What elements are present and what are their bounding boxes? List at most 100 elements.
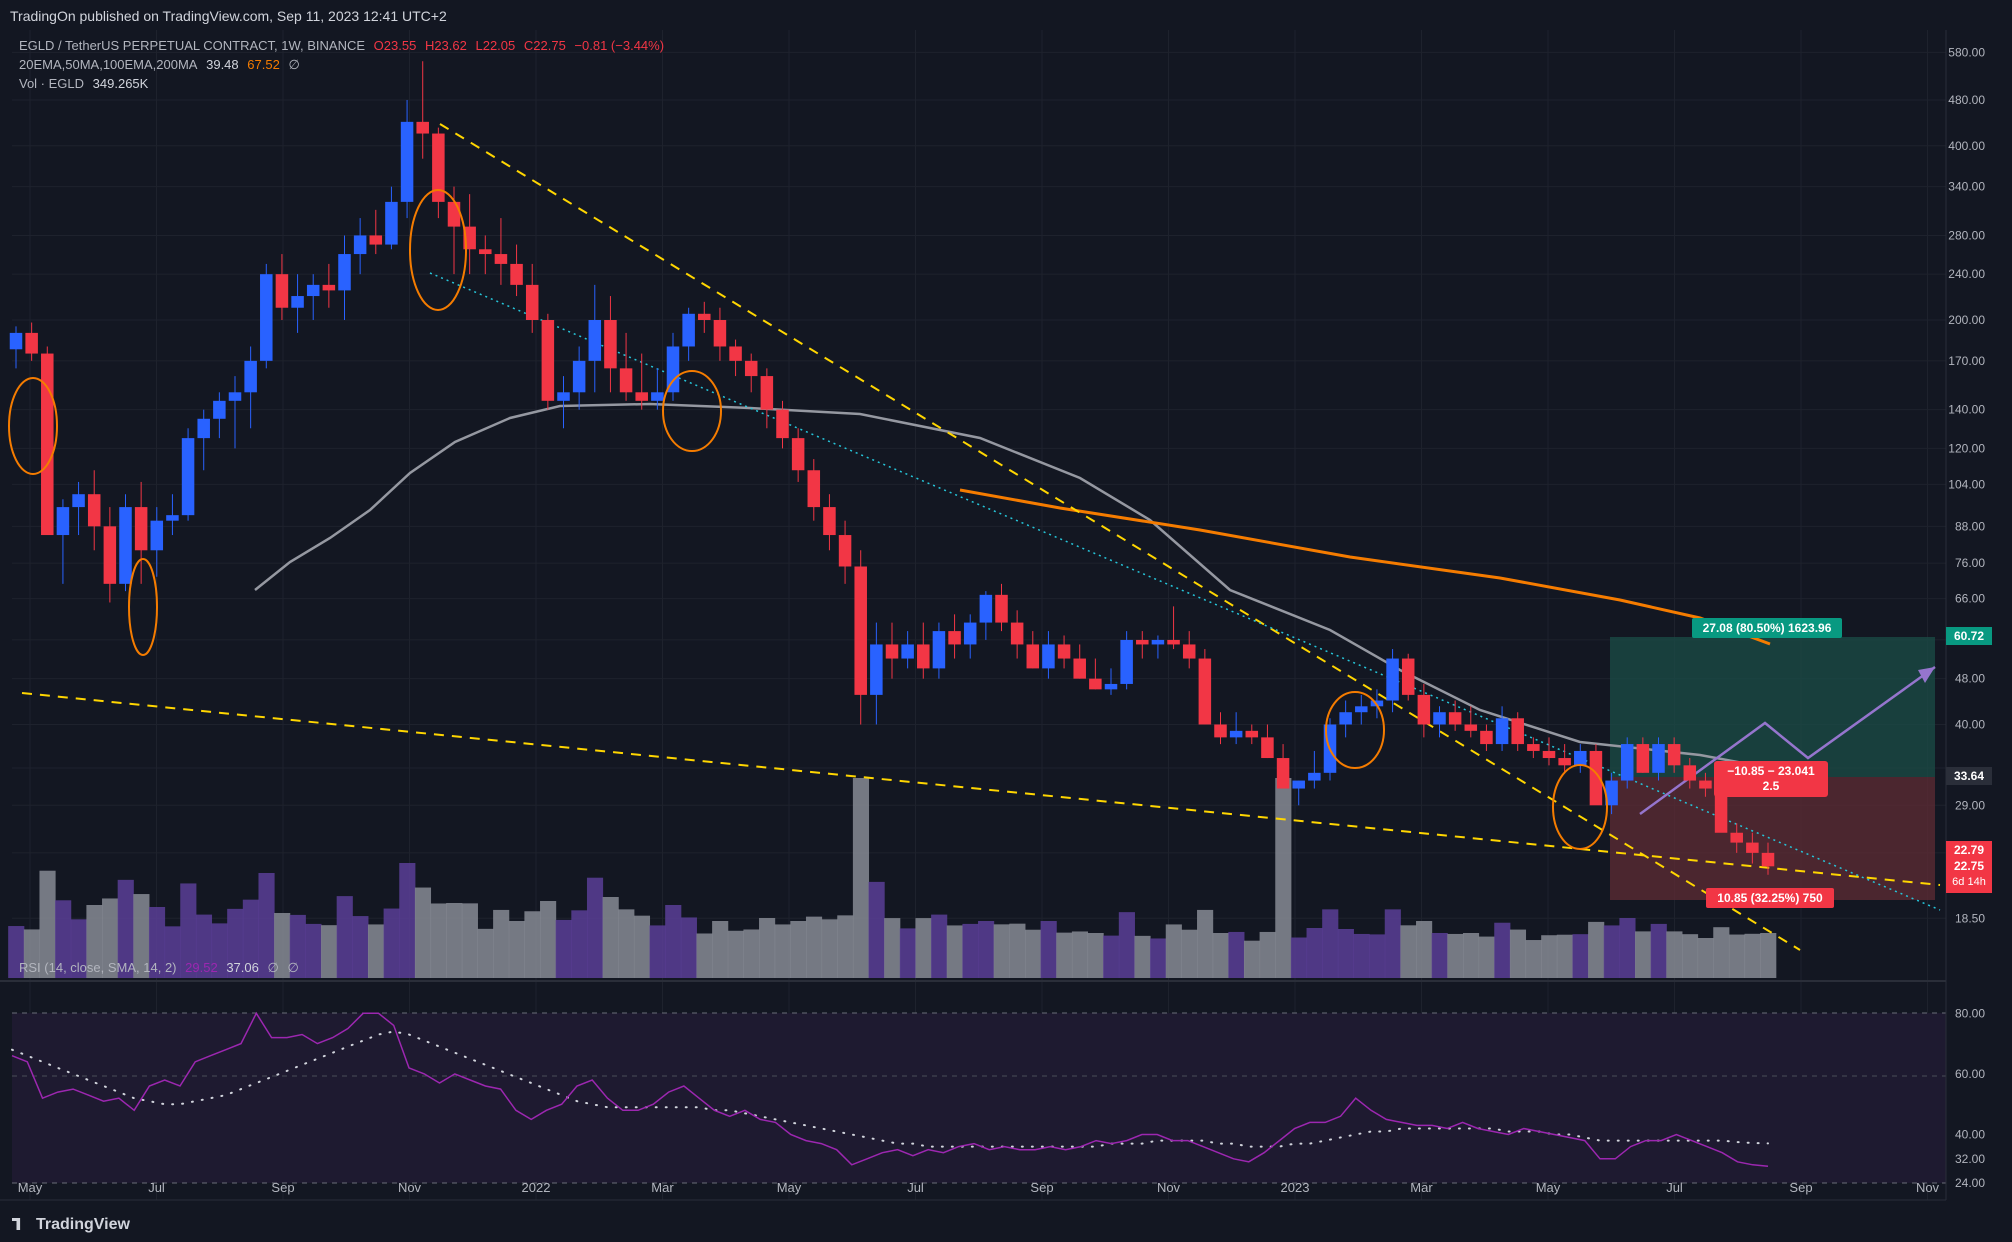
candle-body [1151, 639, 1165, 645]
price-legend[interactable]: EGLD / TetherUS PERPETUAL CONTRACT, 1W, … [19, 38, 669, 53]
entry-price-tag[interactable]: 33.64 [1946, 767, 1992, 785]
candle-body [932, 631, 946, 669]
highlight-ellipse[interactable] [662, 370, 722, 452]
rsi-line[interactable] [11, 1011, 1769, 1168]
candle [807, 459, 821, 521]
risk-label[interactable]: −10.85 − 23.041 2.5 [1714, 761, 1828, 797]
volume-bar [1087, 933, 1104, 978]
volume-legend[interactable]: Vol · EGLD 349.265K [19, 76, 153, 91]
target-price-tag[interactable]: 60.72 [1946, 627, 1992, 645]
volume-bar [1290, 937, 1308, 978]
candle [400, 99, 414, 219]
candle-body [1401, 658, 1415, 695]
rsi-legend[interactable]: RSI (14, close, SMA, 14, 2) 29.52 37.06 … [19, 960, 304, 976]
candle [1699, 772, 1712, 797]
candle [1401, 653, 1415, 701]
ma-50-line[interactable] [254, 402, 1771, 770]
volume-bar [1259, 931, 1276, 978]
candle [479, 235, 492, 275]
projection-path[interactable] [1639, 665, 1936, 816]
volume-bar [1040, 921, 1057, 978]
candle [338, 235, 351, 320]
candle-body [291, 296, 304, 308]
candle [1417, 683, 1431, 738]
highlight-ellipse[interactable] [128, 558, 158, 656]
candle [1511, 712, 1524, 751]
volume-bar [1478, 936, 1495, 978]
profit-label[interactable]: 27.08 (80.50%) 1623.96 [1692, 618, 1842, 638]
volume-bar [508, 921, 525, 978]
volume-bar [1150, 938, 1167, 978]
volume-bar [1744, 933, 1761, 978]
candle [604, 296, 617, 393]
candle-body [432, 133, 445, 202]
candle-body [870, 644, 883, 695]
y-tick-label: 76.00 [1955, 556, 1985, 570]
candle [1292, 780, 1305, 806]
candle-body [698, 313, 711, 320]
highlight-ellipse[interactable] [1552, 764, 1608, 850]
volume-bar [1212, 933, 1229, 978]
candle [1667, 737, 1681, 773]
loss-label[interactable]: 10.85 (32.25%) 750 [1706, 888, 1834, 908]
candle [1464, 706, 1478, 738]
y-tick-label: 104.00 [1948, 477, 1985, 491]
highlight-ellipse[interactable] [1325, 691, 1385, 769]
volume-bar [414, 887, 432, 978]
candle [1542, 737, 1556, 766]
candle-body [1057, 644, 1071, 659]
candle-body [72, 494, 85, 508]
volume-bar [1650, 923, 1667, 978]
candle [103, 507, 117, 603]
volume-bar [227, 908, 244, 978]
volume-bar [39, 870, 56, 978]
x-tick-label: Sep [1789, 1180, 1812, 1195]
volume-bar [555, 919, 572, 978]
x-tick-label: Nov [1157, 1180, 1181, 1195]
volume-bar [1306, 928, 1323, 978]
volume-bar [1494, 922, 1511, 978]
rsi-axis[interactable]: 24.00 32.00 40.00 60.00 80.00 [1955, 1006, 1985, 1190]
candle [1073, 644, 1086, 679]
last-price-tag[interactable]: 22.79 22.75 6d 14h [1946, 841, 1992, 893]
tradingview-logo[interactable]: TradingView [12, 1216, 130, 1234]
volume-bar [586, 877, 604, 978]
volume-bar [884, 918, 901, 978]
candle [572, 346, 586, 410]
candle-body [260, 274, 273, 361]
candle-body [1229, 730, 1243, 738]
volume-bar [1509, 929, 1527, 978]
volume-bar [1619, 918, 1636, 978]
ma-200-line[interactable] [959, 488, 1771, 646]
candle [1339, 700, 1352, 738]
candle [1245, 724, 1259, 745]
candle [197, 409, 210, 471]
symbol-label: EGLD / TetherUS PERPETUAL CONTRACT, 1W, … [19, 38, 366, 53]
chart-canvas[interactable]: 18.5024.0029.0040.0048.0056.0066.0076.00… [0, 30, 2012, 1210]
ma-legend[interactable]: 20EMA,50MA,100EMA,200MA 39.48 67.52 ∅ [19, 57, 305, 73]
candle [1057, 635, 1071, 669]
lower-trendline[interactable] [21, 692, 1941, 886]
volume-bar [1713, 927, 1730, 978]
candle-body [572, 360, 586, 393]
volume-bar [274, 913, 291, 978]
candle [1605, 772, 1618, 815]
highlight-ellipse[interactable] [8, 377, 58, 475]
candle-body [1574, 750, 1587, 766]
candle-body [1182, 644, 1196, 659]
candle [1198, 649, 1212, 725]
volume-bar [1353, 933, 1370, 978]
volume-bar [211, 923, 228, 978]
volume-bar [70, 919, 87, 978]
volume-bar [962, 923, 979, 978]
highlight-ellipse[interactable] [409, 189, 467, 311]
candle [1433, 706, 1446, 738]
volume-bar [540, 901, 557, 978]
rsi-ma-line[interactable] [11, 1030, 1769, 1148]
candle [1104, 668, 1118, 695]
candle-body [1433, 712, 1446, 725]
time-axis[interactable]: May Jul Sep Nov 2022 Mar May Jul Sep Nov 2023 Mar Ma… [18, 1180, 1940, 1195]
volume-bar [1666, 931, 1683, 978]
upper-trendline[interactable] [439, 123, 1801, 951]
volume-bar [477, 928, 494, 978]
